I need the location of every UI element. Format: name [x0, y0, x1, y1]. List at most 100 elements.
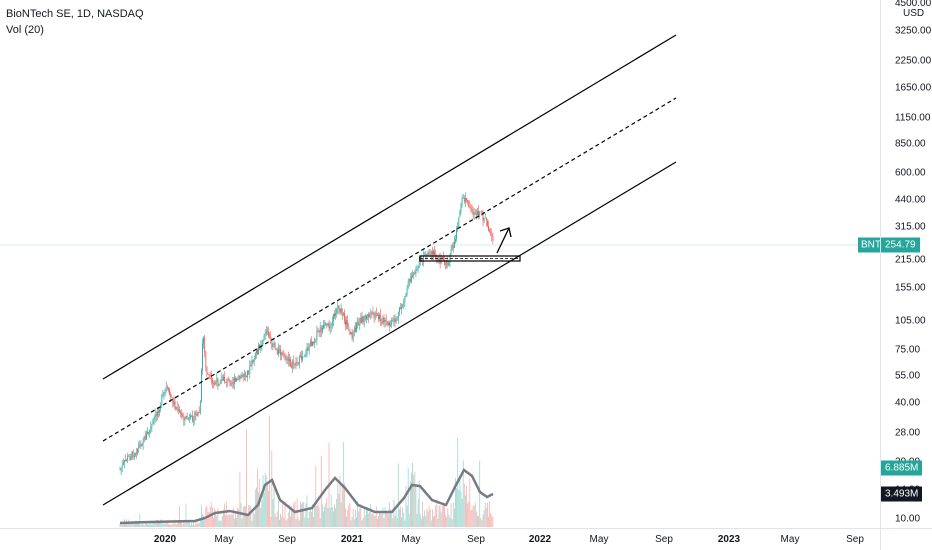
axis-corner[interactable]: [880, 528, 932, 550]
volume-bar: [454, 508, 455, 527]
volume-bar: [186, 522, 188, 527]
candle-body: [460, 203, 462, 211]
volume-bar: [433, 516, 434, 527]
volume-bar: [430, 520, 432, 527]
volume-bar: [121, 524, 123, 527]
time-axis[interactable]: 2020 May Sep 2021 May Sep 2022 May Sep 2023 May Sep: [0, 528, 880, 550]
volume-bar: [378, 516, 379, 527]
volume-bar: [267, 482, 268, 527]
volume-bar: [439, 505, 441, 527]
volume-bar: [120, 521, 122, 527]
volume-bar: [491, 515, 493, 527]
candle-body: [447, 260, 449, 266]
volume-bar: [444, 505, 445, 527]
volume-bar: [440, 512, 442, 527]
volume-bar: [318, 507, 320, 527]
volume-bar: [138, 523, 140, 527]
candle-body: [247, 370, 248, 377]
candle-body: [180, 412, 181, 414]
price-tick-label: 1150.00: [895, 112, 931, 124]
volume-bar: [242, 506, 244, 527]
volume-bar: [427, 511, 429, 527]
chart-pane[interactable]: BioNTech SE, 1D, NASDAQ Vol (20) BNTX: [0, 0, 891, 528]
volume-bar: [372, 512, 374, 527]
volume-bar: [224, 503, 225, 527]
volume-bar: [231, 515, 233, 527]
symbol-legend[interactable]: BioNTech SE, 1D, NASDAQ: [6, 8, 144, 20]
candle-body: [410, 278, 411, 282]
volume-bar: [161, 519, 163, 527]
candle-body: [429, 254, 431, 256]
volume-bar: [295, 519, 297, 527]
volume-bar: [119, 523, 121, 527]
volume-bar: [492, 516, 494, 527]
time-tick-label: May: [780, 534, 800, 545]
volume-bar: [371, 514, 373, 527]
volume-bar: [229, 514, 231, 527]
candle-body: [175, 406, 177, 409]
volume-bar: [182, 524, 184, 527]
candle-body: [210, 376, 212, 380]
candle-body: [478, 211, 479, 218]
volume-bar: [170, 524, 171, 527]
volume-bar: [483, 510, 485, 527]
volume-bar: [373, 514, 375, 527]
volume-bar: [414, 471, 416, 527]
candle-body: [149, 429, 151, 434]
up-arrow-drawing[interactable]: [496, 227, 512, 254]
candle-body: [345, 320, 346, 325]
volume-bar: [166, 519, 168, 527]
volume-bar: [270, 516, 272, 527]
volume-bar: [151, 524, 153, 527]
volume-bar: [271, 450, 273, 527]
candle-body: [483, 217, 485, 221]
volume-bar: [426, 508, 428, 527]
candle-body: [430, 251, 432, 255]
candle-body: [249, 364, 251, 374]
candle-body: [405, 293, 407, 297]
volume-bar: [408, 513, 410, 527]
candle-body: [207, 374, 209, 375]
volume-bar: [129, 521, 131, 527]
candle-body: [392, 320, 394, 321]
candle-body: [152, 419, 154, 425]
channel-upper-line[interactable]: [102, 34, 677, 380]
candle-body: [473, 212, 475, 215]
candle-body: [466, 198, 467, 200]
volume-bar: [381, 513, 383, 527]
volume-bar: [383, 518, 385, 527]
candle-body: [169, 389, 170, 396]
time-tick-label: Sep: [467, 534, 485, 545]
channel-lower-line[interactable]: [102, 161, 677, 506]
volume-bar: [215, 510, 217, 527]
volume-bar: [185, 503, 187, 527]
candle-body: [181, 413, 182, 415]
candle-body: [283, 353, 285, 357]
volume-bar: [249, 504, 251, 527]
volume-bar: [179, 506, 180, 527]
candle-body: [347, 320, 349, 327]
volume-bar: [153, 522, 155, 527]
volume-bar: [235, 513, 236, 527]
price-axis[interactable]: 4500.00 USD 3250.00 2250.00 1650.00 1150.00…: [880, 0, 932, 528]
candle-body: [352, 332, 354, 339]
volume-bar: [361, 520, 363, 527]
volume-bar: [471, 509, 473, 527]
volume-bar: [370, 503, 372, 527]
volume-bar: [470, 510, 472, 527]
candle-body: [166, 386, 168, 389]
price-chart[interactable]: [0, 0, 880, 528]
currency-label: USD: [903, 8, 925, 19]
candle-body: [140, 443, 142, 447]
candle-body: [294, 364, 296, 366]
volume-legend[interactable]: Vol (20): [6, 24, 44, 36]
price-tick-label: 28.00: [895, 427, 921, 439]
candle-body: [315, 339, 317, 340]
candle-body: [187, 418, 189, 420]
candle-body: [257, 349, 258, 355]
volume-bar: [317, 503, 319, 527]
volume-bar: [278, 501, 279, 527]
volume-bar: [286, 518, 288, 527]
channel-middle-line[interactable]: [102, 97, 677, 442]
volume-bar: [190, 525, 191, 527]
